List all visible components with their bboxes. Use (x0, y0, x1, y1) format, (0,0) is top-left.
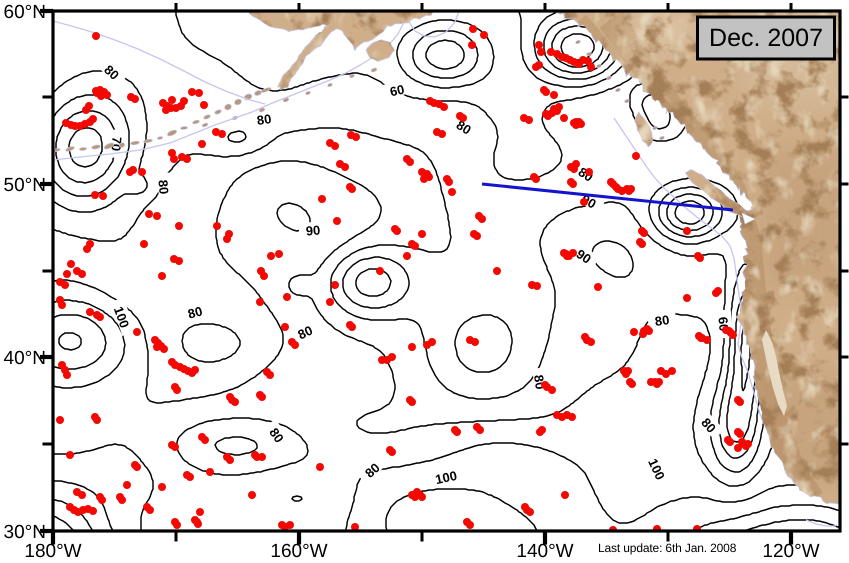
svg-text:180°W: 180°W (24, 541, 81, 562)
svg-text:140°W: 140°W (516, 541, 573, 562)
svg-text:80: 80 (256, 111, 272, 128)
svg-text:60: 60 (388, 82, 405, 100)
svg-text:80: 80 (295, 323, 314, 343)
svg-text:80: 80 (266, 425, 287, 445)
svg-text:80: 80 (454, 117, 474, 137)
svg-text:100: 100 (434, 468, 458, 487)
svg-text:80: 80 (155, 179, 171, 195)
svg-text:60°N: 60°N (4, 2, 46, 23)
svg-text:40°N: 40°N (4, 348, 46, 369)
svg-text:80: 80 (186, 303, 204, 321)
svg-text:100: 100 (111, 304, 133, 330)
svg-text:120°W: 120°W (762, 541, 819, 562)
svg-text:50°N: 50°N (4, 175, 46, 196)
svg-text:Dec. 2007: Dec. 2007 (709, 24, 823, 52)
svg-text:Last update: 6th Jan. 2008: Last update: 6th Jan. 2008 (598, 541, 737, 555)
svg-text:90: 90 (305, 222, 321, 238)
svg-text:80: 80 (654, 312, 670, 329)
svg-text:70: 70 (108, 136, 124, 152)
svg-text:30°N: 30°N (4, 522, 46, 543)
svg-text:160°W: 160°W (270, 541, 327, 562)
svg-text:90: 90 (574, 246, 594, 266)
